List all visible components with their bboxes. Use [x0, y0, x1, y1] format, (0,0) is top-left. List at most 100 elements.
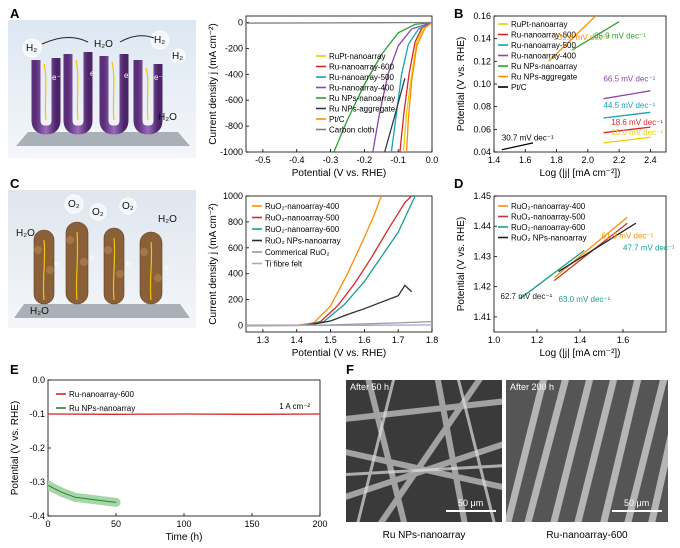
legend-label: Ru-nanoarray-500	[511, 41, 576, 50]
x-tick-label: 1.8	[426, 335, 438, 345]
illus-c-label: e⁻	[54, 259, 63, 268]
y-tick-label: 0.14	[473, 34, 491, 44]
legend-label: RuO₂-nanoarray-500	[265, 214, 340, 223]
series-line	[501, 142, 534, 151]
legend-label: Commerical RuO₂	[265, 248, 329, 257]
x-tick-label: 100	[176, 519, 191, 529]
y-tick-label: 1000	[223, 191, 243, 201]
legend-label: Pt/C	[511, 83, 527, 92]
illustration-her: H₂ H₂O H₂ H₂ H₂O e⁻ e⁻ e⁻ e⁻	[8, 20, 196, 158]
panel-label-b: B	[454, 6, 464, 21]
plot-frame	[245, 15, 433, 153]
illus-a-label: H₂	[172, 51, 183, 62]
legend-label: Ru NPs-aggregate	[329, 105, 396, 114]
y-tick-label: 1.44	[473, 221, 491, 231]
series-line	[384, 78, 406, 152]
sem-fibers-left	[346, 380, 502, 522]
x-axis-label: Time (h)	[166, 532, 203, 543]
chart-her-tafel: 1.4 1.6 1.8 2.0 2.2 2.4 0.04 0.06 0.08 0.10 0.12 0.…	[456, 11, 667, 178]
annotation: 63.0 mV dec⁻¹	[559, 295, 611, 304]
x-tick-label: 0	[45, 519, 50, 529]
sem-right-caption: Ru-nanoarray-600	[546, 530, 628, 541]
x-tick-label: -0.5	[255, 155, 271, 165]
legend-label: RuO₂-nanoarray-400	[511, 202, 586, 211]
x-tick-label: 1.4	[290, 335, 303, 345]
legend-label: Ru-nanoarray-400	[511, 52, 576, 61]
annotation: 47.7 mV dec⁻¹	[623, 243, 674, 252]
y-tick-label: 0	[238, 321, 243, 331]
legend-label: Pt/C	[329, 115, 345, 124]
illus-a-label: H₂O	[94, 39, 113, 50]
illustration-oer: O₂ O₂ O₂ H₂O H₂O H₂O e⁻ e⁻ e⁻ e⁻	[8, 190, 196, 328]
y-tick-label: 1.42	[473, 282, 491, 292]
annotation: 66.5 mV dec⁻¹	[603, 75, 655, 84]
y-axis-label: Potential (V vs. RHE)	[456, 37, 467, 131]
legend-label: RuO₂-nanoarray-500	[511, 213, 586, 222]
scale-bar	[446, 510, 496, 512]
y-tick-label: -1000	[220, 147, 243, 157]
y-tick-label: 0.0	[32, 375, 45, 385]
chart-her-polarization: -0.5 -0.4 -0.3 -0.2 -0.1 0.0 0 -200 -400 -600 -800…	[208, 15, 438, 178]
sem-left-title: After 50 h	[350, 382, 390, 392]
series-line	[553, 216, 628, 279]
x-tick-label: 1.4	[488, 155, 501, 165]
legend-label: Ru-nanoarray-400	[329, 84, 394, 93]
x-tick-label: -0.3	[323, 155, 339, 165]
x-tick-label: 50	[111, 519, 121, 529]
annotation: 16.0 mV dec⁻¹	[611, 128, 663, 137]
sem-right-scale: 50 μm	[624, 498, 650, 508]
y-tick-label: -0.4	[29, 511, 45, 521]
y-tick-label: 0.10	[473, 79, 491, 89]
x-tick-label: 1.6	[358, 335, 371, 345]
legend-label: RuO₂-nanoarray-600	[511, 223, 586, 232]
y-tick-label: 1.43	[473, 251, 491, 261]
series-line	[603, 90, 651, 100]
series-band	[48, 480, 121, 507]
y-tick-label: 0.04	[473, 147, 491, 157]
illus-a-label: e⁻	[154, 73, 163, 82]
legend-label: Ru NPs-nanoarray	[329, 94, 395, 103]
x-tick-label: 2.0	[582, 155, 595, 165]
legend-label: Ru-nanoarray-500	[329, 73, 394, 82]
illus-a-label: H₂	[26, 43, 37, 54]
sem-left-scale: 50 μm	[458, 498, 484, 508]
y-tick-label: 0.12	[473, 56, 491, 66]
y-tick-label: 400	[228, 269, 243, 279]
illus-c-label: e⁻	[126, 259, 135, 268]
y-tick-label: 0	[238, 17, 243, 27]
panel-label-e: E	[10, 362, 19, 377]
legend-label: RuO₂-nanoarray-600	[265, 225, 340, 234]
sem-fibers-right	[506, 380, 668, 522]
y-tick-label: 1.45	[473, 191, 491, 201]
illus-c-label: H₂O	[16, 228, 35, 239]
y-tick-label: 800	[228, 217, 243, 227]
legend-label: Ru-nanoarray-600	[329, 63, 394, 72]
legend-label: Ru-nanoarray-600	[511, 31, 576, 40]
panel-label-c: C	[10, 176, 20, 191]
x-tick-label: 1.3	[257, 335, 270, 345]
y-axis-label: Current density j (mA cm⁻²)	[208, 203, 219, 324]
y-tick-label: 200	[228, 295, 243, 305]
x-tick-label: 1.8	[550, 155, 563, 165]
series-line	[246, 324, 432, 327]
y-tick-label: 1.41	[473, 312, 491, 322]
x-tick-label: -0.1	[390, 155, 406, 165]
annotation: 1 A cm⁻²	[279, 402, 310, 411]
series-line	[548, 16, 597, 62]
x-tick-label: 1.7	[392, 335, 405, 345]
panel-label-d: D	[454, 176, 464, 191]
sem-image-left: After 50 h 50 μm	[346, 380, 502, 522]
legend-label: RuPt-nanoarray	[329, 52, 385, 61]
y-axis-label: Potential (V vs. RHE)	[10, 401, 21, 495]
series-line	[333, 21, 432, 152]
series-line	[519, 249, 585, 300]
series-line	[246, 284, 413, 327]
y-tick-label: 0.16	[473, 11, 491, 21]
legend-label: Carbon cloth	[329, 126, 374, 135]
x-tick-label: 150	[244, 519, 259, 529]
series-line	[571, 21, 620, 51]
y-tick-label: 0.08	[473, 102, 491, 112]
legend-label: RuPt-nanoarray	[511, 20, 567, 29]
y-tick-label: -0.2	[29, 443, 45, 453]
illus-c-label: e⁻	[164, 263, 173, 272]
